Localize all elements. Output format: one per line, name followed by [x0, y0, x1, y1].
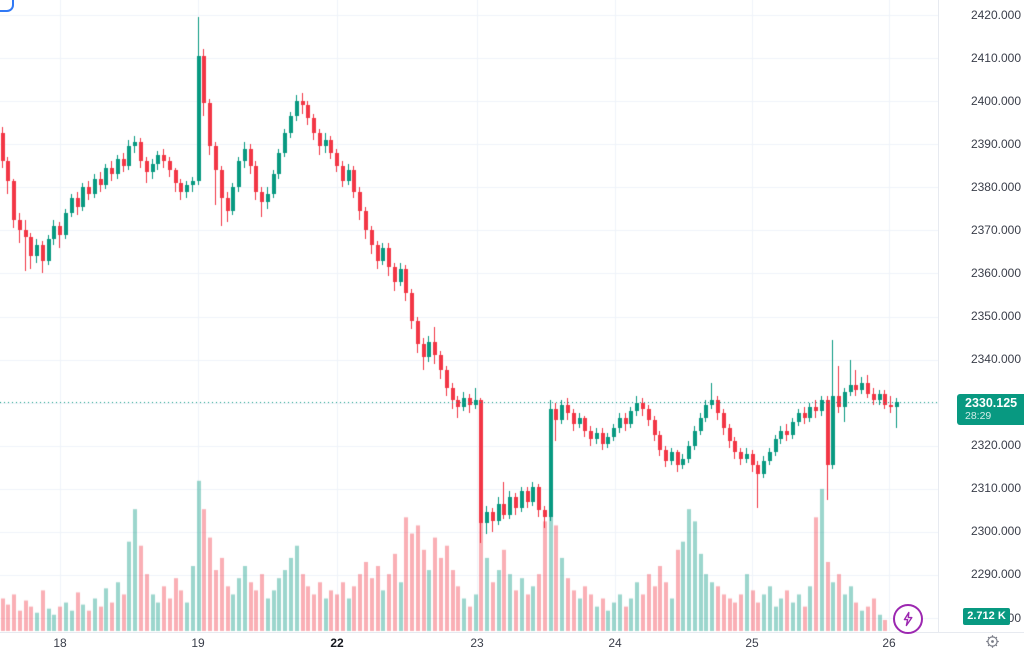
- price-axis-label: 2420.000: [970, 7, 1021, 22]
- gear-icon: [985, 635, 999, 648]
- price-axis-label: 2320.000: [970, 438, 1021, 453]
- price-axis-label: 2400.000: [970, 93, 1021, 108]
- price-axis-label: 2300.000: [970, 524, 1021, 539]
- price-axis-label: 2410.000: [970, 50, 1021, 65]
- candlestick-chart-plot[interactable]: [0, 0, 938, 632]
- current-price-badge: 2330.125 28:29: [957, 394, 1024, 426]
- price-axis[interactable]: 2420.000 2410.000 2400.000 2390.000 2380.000…: [938, 0, 1024, 632]
- bar-countdown-timer: 28:29: [965, 410, 992, 423]
- time-axis-label: 25: [745, 636, 759, 650]
- time-axis-label: 22: [330, 636, 344, 650]
- time-axis[interactable]: 18 19 22 23 24 25 26: [0, 632, 1024, 651]
- lightning-icon: [903, 611, 913, 627]
- price-axis-label: 2340.000: [970, 352, 1021, 367]
- corner-button-fragment[interactable]: [0, 0, 14, 12]
- time-axis-label: 19: [191, 636, 205, 650]
- price-scale-settings-button[interactable]: [983, 634, 1001, 649]
- volume-value-badge: 2.712 K: [963, 608, 1010, 625]
- time-axis-label: 26: [882, 636, 896, 650]
- price-axis-label: 2350.000: [970, 309, 1021, 323]
- instant-trading-button[interactable]: [893, 604, 923, 634]
- price-axis-label: 2290.000: [970, 567, 1021, 582]
- price-axis-label: 2380.000: [970, 179, 1021, 194]
- price-axis-label: 2360.000: [970, 265, 1021, 280]
- time-axis-label: 24: [608, 636, 622, 650]
- current-price-value: 2330.125: [965, 396, 1018, 411]
- time-axis-label: 23: [470, 636, 484, 650]
- price-axis-label: 2310.000: [970, 481, 1021, 496]
- price-axis-label: 2370.000: [970, 222, 1021, 237]
- price-axis-label: 2390.000: [970, 136, 1021, 151]
- time-axis-label: 18: [53, 636, 67, 650]
